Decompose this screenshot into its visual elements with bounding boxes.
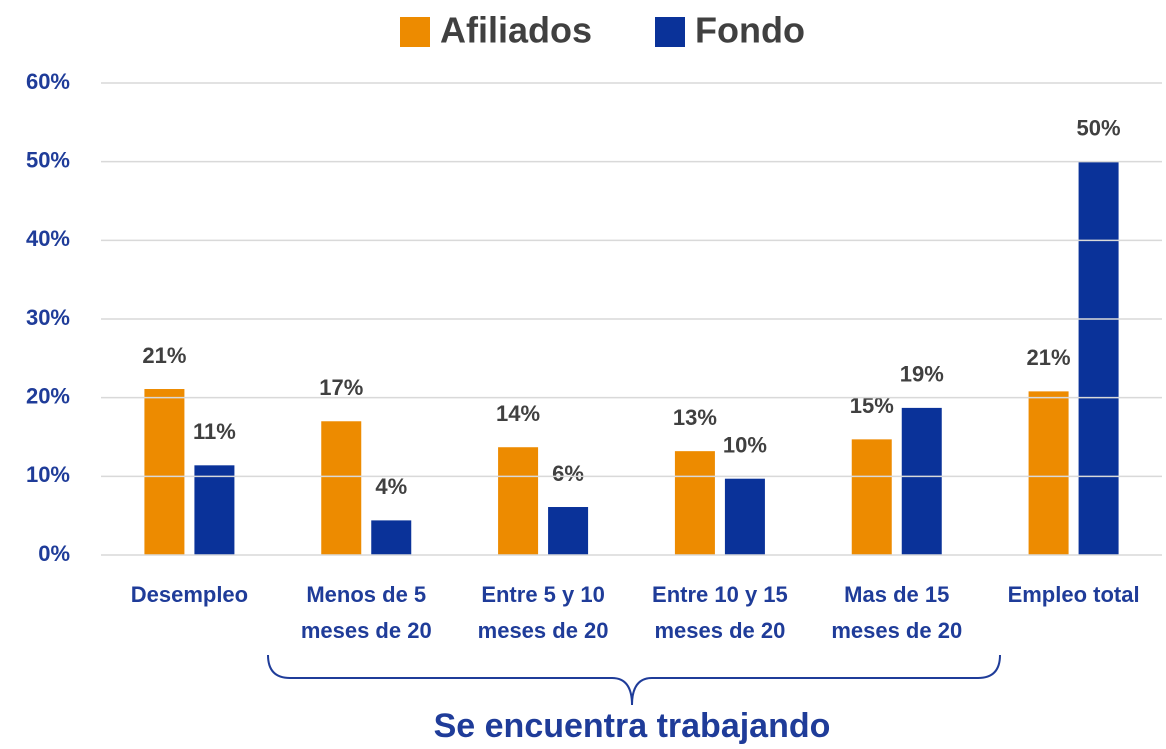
y-tick-label: 20% <box>26 383 70 408</box>
data-label: 21% <box>142 343 186 368</box>
bar <box>851 439 892 555</box>
legend-swatch <box>400 17 430 47</box>
brace <box>267 654 1001 706</box>
data-label: 10% <box>723 433 767 458</box>
bar <box>371 520 412 555</box>
data-label: 50% <box>1077 115 1121 140</box>
bar <box>724 478 765 555</box>
bar <box>194 465 235 555</box>
bar <box>1078 161 1119 555</box>
bar <box>674 451 715 555</box>
y-tick-label: 30% <box>26 305 70 330</box>
data-label: 19% <box>900 362 944 387</box>
y-tick-label: 10% <box>26 462 70 487</box>
bar <box>498 447 539 555</box>
data-label: 21% <box>1027 345 1071 370</box>
legend-label: Fondo <box>695 10 805 51</box>
bar <box>901 407 942 555</box>
x-tick-label: Entre 5 y 10 <box>481 582 605 607</box>
data-label: 13% <box>673 405 717 430</box>
x-tick-label: meses de 20 <box>478 618 609 643</box>
x-tick-label: meses de 20 <box>654 618 785 643</box>
data-label: 6% <box>552 461 584 486</box>
bar <box>321 421 362 555</box>
legend-swatch <box>655 17 685 47</box>
data-label: 14% <box>496 401 540 426</box>
bar <box>548 507 589 555</box>
legend-label: Afiliados <box>440 10 592 51</box>
x-tick-label: Desempleo <box>131 582 248 607</box>
y-tick-label: 50% <box>26 147 70 172</box>
x-tick-label: Mas de 15 <box>844 582 949 607</box>
y-tick-label: 0% <box>38 541 70 566</box>
bar <box>1028 391 1069 555</box>
y-tick-label: 60% <box>26 69 70 94</box>
x-tick-label: Menos de 5 <box>306 582 426 607</box>
annotation: Se encuentra trabajando <box>434 707 831 745</box>
data-label: 17% <box>319 375 363 400</box>
bar <box>144 389 185 555</box>
data-label: 4% <box>375 474 407 499</box>
data-label: 11% <box>193 419 236 444</box>
x-tick-label: Empleo total <box>1008 582 1140 607</box>
y-tick-label: 40% <box>26 226 70 251</box>
x-tick-label: meses de 20 <box>831 618 962 643</box>
x-tick-label: Entre 10 y 15 <box>652 582 788 607</box>
x-tick-label: meses de 20 <box>301 618 432 643</box>
